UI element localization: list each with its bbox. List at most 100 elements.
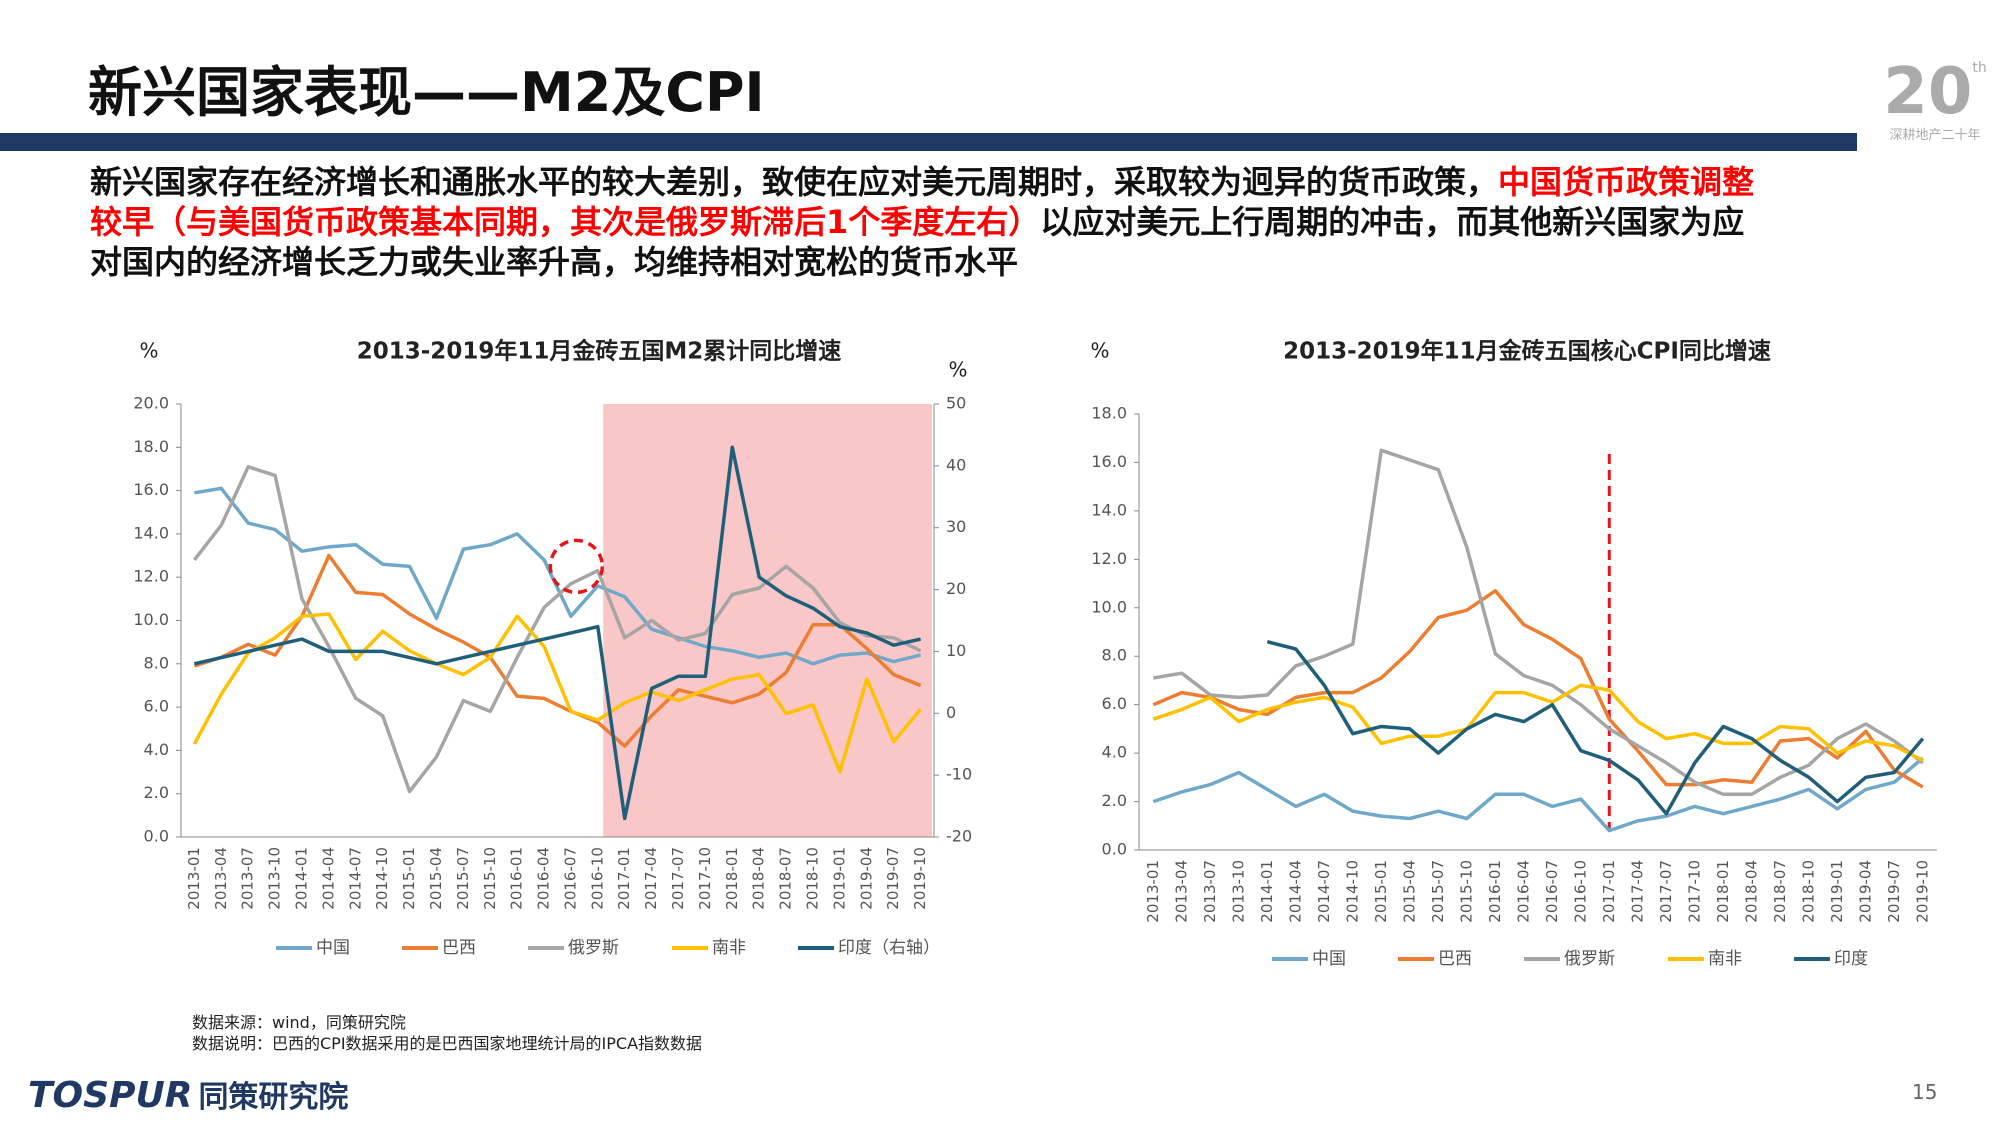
x-tick-label: 2013-04 — [212, 847, 230, 910]
legend-label: 俄罗斯 — [568, 938, 619, 958]
x-tick-label: 2017-07 — [1657, 860, 1675, 923]
x-tick-label: 2019-10 — [1913, 860, 1931, 923]
x-tick-label: 2014-01 — [1258, 860, 1276, 923]
x-tick-label: 2019-04 — [857, 847, 875, 910]
x-tick-label: 2015-01 — [400, 847, 418, 910]
y2-tick-label: 20 — [946, 579, 966, 598]
series-line — [1153, 448, 1924, 797]
y-tick-label: 0.0 — [1102, 840, 1127, 859]
x-tick-label: 2018-04 — [1742, 860, 1760, 923]
paragraph: 新兴国家存在经济增长和通胀水平的较大差别，致使在应对美元周期时，采取较为迥异的货… — [90, 162, 1754, 282]
x-tick-label: 2019-01 — [830, 847, 848, 910]
y2-tick-label: 50 — [946, 394, 966, 413]
y-tick-label: 8.0 — [144, 653, 169, 672]
x-tick-label: 2014-10 — [373, 847, 391, 910]
y-tick-label: 18.0 — [1091, 404, 1127, 423]
y-tick-label: 12.0 — [133, 567, 169, 586]
x-tick-label: 2013-07 — [1201, 860, 1219, 923]
legend-label: 南非 — [712, 938, 746, 958]
title-bar — [0, 133, 1857, 151]
x-tick-label: 2018-04 — [750, 847, 768, 910]
series-line — [193, 465, 922, 794]
x-tick-label: 2018-10 — [803, 847, 821, 910]
chart-title: 2013-2019年11月金砖五国核心CPI同比增速 — [1283, 338, 1771, 365]
y-tick-label: 8.0 — [1102, 646, 1127, 665]
badge-suffix: th — [1972, 60, 1987, 76]
x-tick-label: 2013-07 — [239, 847, 257, 910]
x-tick-label: 2015-10 — [1457, 860, 1475, 923]
y-unit: % — [139, 339, 158, 363]
badge: 20th 深耕地产二十年 — [1880, 60, 1990, 143]
paragraph-line: 较早（与美国货币政策基本同期，其次是俄罗斯滞后1个季度左右）以应对美元上行周期的… — [90, 202, 1754, 242]
legend-label: 巴西 — [1438, 949, 1472, 969]
badge-number: 20 — [1883, 55, 1973, 129]
legend-label: 巴西 — [442, 938, 476, 958]
paragraph-line: 对国内的经济增长乏力或失业率升高，均维持相对宽松的货币水平 — [90, 242, 1754, 282]
legend-label: 印度（右轴） — [838, 938, 940, 958]
y-tick-label: 16.0 — [1091, 452, 1127, 471]
paragraph-segment: 新兴国家存在经济增长和通胀水平的较大差别，致使在应对美元周期时，采取较为迥异的货… — [90, 163, 1499, 201]
y-tick-label: 2.0 — [1102, 791, 1127, 810]
x-tick-label: 2013-10 — [266, 847, 284, 910]
x-tick-label: 2015-04 — [1400, 860, 1418, 923]
slide-title: 新兴国家表现——M2及CPI — [88, 61, 765, 124]
legend-label: 中国 — [1312, 949, 1346, 969]
series-line — [1152, 756, 1924, 833]
y-tick-label: 14.0 — [1091, 500, 1127, 519]
x-tick-label: 2015-01 — [1372, 860, 1390, 923]
paragraph-segment: 中国货币政策调整 — [1498, 163, 1755, 201]
x-tick-label: 2019-04 — [1856, 860, 1874, 923]
series-line — [194, 486, 922, 666]
x-tick-label: 2016-01 — [1486, 860, 1504, 923]
x-tick-label: 2018-10 — [1799, 860, 1817, 923]
y-tick-label: 12.0 — [1091, 549, 1127, 568]
x-tick-label: 2015-04 — [427, 847, 445, 910]
y-tick-label: 6.0 — [1102, 694, 1127, 713]
logo: TOSPUR 同策研究院 — [28, 1072, 348, 1116]
x-tick-label: 2019-07 — [884, 847, 902, 910]
series-line — [1152, 683, 1924, 762]
highlight-region — [603, 404, 932, 837]
chart-title: 2013-2019年11月金砖五国M2累计同比增速 — [357, 338, 841, 365]
x-tick-label: 2016-04 — [1514, 860, 1532, 923]
x-tick-label: 2014-07 — [346, 847, 364, 910]
x-tick-label: 2019-01 — [1828, 860, 1846, 923]
x-tick-label: 2017-10 — [1685, 860, 1703, 923]
x-tick-label: 2019-10 — [911, 847, 929, 910]
y-tick-label: 18.0 — [133, 437, 169, 456]
x-tick-label: 2016-01 — [508, 847, 526, 910]
x-tick-label: 2016-07 — [1543, 860, 1561, 923]
y2-tick-label: -20 — [946, 827, 972, 846]
x-tick-label: 2017-01 — [1600, 860, 1618, 923]
series-line — [193, 553, 922, 748]
x-tick-label: 2015-07 — [1429, 860, 1447, 923]
x-tick-label: 2013-04 — [1172, 860, 1190, 923]
x-tick-label: 2016-07 — [561, 847, 579, 910]
y2-tick-label: 0 — [946, 703, 956, 722]
paragraph-line: 新兴国家存在经济增长和通胀水平的较大差别，致使在应对美元周期时，采取较为迥异的货… — [90, 162, 1754, 202]
x-tick-label: 2016-10 — [1571, 860, 1589, 923]
x-tick-label: 2018-01 — [1714, 860, 1732, 923]
logo-text: TOSPUR — [28, 1075, 193, 1116]
legend-label: 印度 — [1834, 949, 1868, 969]
x-tick-label: 2014-01 — [293, 847, 311, 910]
x-tick-label: 2014-07 — [1315, 860, 1333, 923]
note: 数据来源：wind，同策研究院 — [192, 1013, 406, 1032]
x-tick-label: 2014-04 — [319, 847, 337, 910]
x-tick-label: 2015-10 — [481, 847, 499, 910]
note: 数据说明：巴西的CPI数据采用的是巴西国家地理统计局的IPCA指数数据 — [192, 1034, 703, 1053]
series-line — [194, 445, 921, 821]
series-line — [192, 612, 922, 774]
x-tick-label: 2018-07 — [1771, 860, 1789, 923]
y2-tick-label: 10 — [946, 641, 966, 660]
y-tick-label: 16.0 — [133, 480, 169, 499]
page-number: 15 — [1912, 1080, 1938, 1104]
x-tick-label: 2019-07 — [1885, 860, 1903, 923]
y2-tick-label: -10 — [946, 765, 972, 784]
x-tick-label: 2016-10 — [588, 847, 606, 910]
y-tick-label: 4.0 — [1102, 743, 1127, 762]
legend-label: 俄罗斯 — [1564, 949, 1615, 969]
x-tick-label: 2013-01 — [185, 847, 203, 910]
y-unit: % — [1090, 339, 1109, 363]
